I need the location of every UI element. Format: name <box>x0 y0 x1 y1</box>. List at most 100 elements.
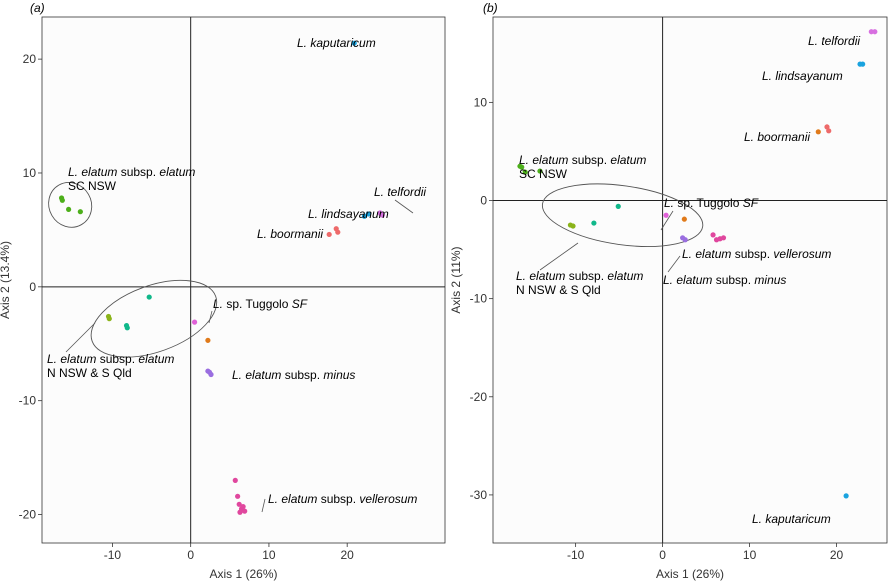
point-label: L. elatum subsp. minus <box>232 368 355 382</box>
point-label: L. boormanii <box>744 130 810 144</box>
y-tick-label: -20 <box>19 508 37 522</box>
point-label: L. elatum subsp. minus <box>663 273 786 287</box>
point-label-line2: SC NSW <box>519 167 568 181</box>
data-point <box>66 206 72 213</box>
data-point <box>591 220 597 226</box>
point-label: L. elatum subsp. vellerosum <box>682 247 831 261</box>
x-tick-label: 10 <box>262 548 276 562</box>
data-point <box>77 209 83 215</box>
panel-tag: (a) <box>30 1 45 15</box>
y-tick-label: 10 <box>23 166 37 180</box>
data-point <box>232 477 238 483</box>
data-point <box>361 213 367 219</box>
label-leader-line <box>539 242 579 271</box>
data-point <box>872 29 878 35</box>
panel-b: -10 0 10 20 -30 -20 -10 0 10 Axis 1 (26%) Axis 2 (… <box>449 1 888 581</box>
data-point <box>205 368 211 374</box>
x-axis-label: Axis 1 (26%) <box>656 567 724 581</box>
data-point <box>537 168 543 174</box>
plot-area <box>492 16 888 544</box>
label-leader-line <box>394 199 414 214</box>
data-point <box>205 337 211 343</box>
point-label: L. elatum subsp. elatum <box>47 352 174 366</box>
x-axis-label: Axis 1 (26%) <box>209 567 277 581</box>
x-tick-label: 0 <box>187 548 194 562</box>
x-tick-label: -10 <box>104 548 122 562</box>
data-point <box>235 493 241 499</box>
data-point <box>351 40 357 46</box>
point-label: L. kaputaricum <box>297 36 376 50</box>
y-tick-label: -20 <box>470 390 488 404</box>
data-point <box>208 371 214 378</box>
point-label-line2: SC NSW <box>68 179 117 193</box>
y-tick-label: -30 <box>470 488 488 502</box>
data-point <box>826 128 832 134</box>
data-point <box>326 231 332 238</box>
point-label: L. sp. Tuggolo SF <box>664 196 759 210</box>
y-axis-label: Axis 2 (13.4%) <box>0 241 12 319</box>
y-tick-label: 0 <box>480 194 487 208</box>
point-label: L. telfordii <box>808 34 860 48</box>
plot-area <box>41 16 446 544</box>
data-point <box>824 124 830 130</box>
label-leader-line <box>65 322 96 353</box>
label-leader-line <box>261 498 266 513</box>
point-label: L. lindsayanum <box>308 207 389 221</box>
data-point <box>236 501 242 507</box>
data-point <box>58 195 65 201</box>
data-point <box>843 493 849 499</box>
data-point <box>710 232 716 238</box>
point-label-line2: N NSW & S Qld <box>516 283 601 297</box>
data-point <box>663 212 669 218</box>
y-tick-label: -10 <box>470 292 488 306</box>
point-label: L. elatum subsp. elatum <box>519 153 646 167</box>
x-tick-label: 10 <box>743 548 757 562</box>
data-point <box>522 169 528 175</box>
data-point <box>242 508 248 514</box>
data-point <box>860 61 866 67</box>
data-point <box>237 509 243 515</box>
point-label: L. lindsayanum <box>762 69 843 83</box>
label-leader-line <box>208 310 213 324</box>
x-tick-label: 20 <box>830 548 844 562</box>
data-point <box>146 294 152 300</box>
data-point <box>570 223 576 229</box>
data-point <box>191 319 198 325</box>
panel-tag: (b) <box>483 1 498 15</box>
data-point <box>815 129 821 135</box>
data-point <box>615 203 621 209</box>
data-point <box>106 316 112 322</box>
data-point <box>365 211 371 217</box>
point-label: L. sp. Tuggolo SF <box>213 297 308 311</box>
point-label: L. telfordii <box>374 185 426 199</box>
data-point <box>124 325 130 331</box>
point-label: L. elatum subsp. elatum <box>68 165 195 179</box>
data-point <box>519 164 525 170</box>
point-label: L. elatum subsp. vellerosum <box>268 492 417 506</box>
label-leader-line <box>667 255 681 273</box>
data-point <box>682 237 688 243</box>
x-tick-label: 0 <box>659 548 666 562</box>
x-tick-label: 20 <box>341 548 355 562</box>
data-point <box>240 503 246 510</box>
panel-a: -10 0 10 20 -20 -10 0 10 20 Axis 1 (26%) Axis 2 (1… <box>0 1 446 581</box>
group-ellipse <box>541 183 704 247</box>
data-point <box>378 211 384 217</box>
y-tick-label: 20 <box>23 52 37 66</box>
label-leader-line <box>660 210 674 231</box>
y-tick-label: 10 <box>474 95 488 109</box>
point-label: L. kaputaricum <box>752 512 831 526</box>
group-ellipse <box>90 279 218 358</box>
y-tick-label: 0 <box>29 280 36 294</box>
point-label: L. boormanii <box>257 227 323 241</box>
data-point <box>681 216 687 222</box>
x-tick-label: -10 <box>567 548 585 562</box>
group-ellipse <box>48 182 93 228</box>
y-tick-label: -10 <box>19 394 37 408</box>
data-point <box>720 235 727 241</box>
point-label-line2: N NSW & S Qld <box>47 366 132 380</box>
data-point <box>335 229 341 235</box>
point-label: L. elatum subsp. elatum <box>516 269 643 283</box>
y-axis-label: Axis 2 (11%) <box>449 246 463 313</box>
